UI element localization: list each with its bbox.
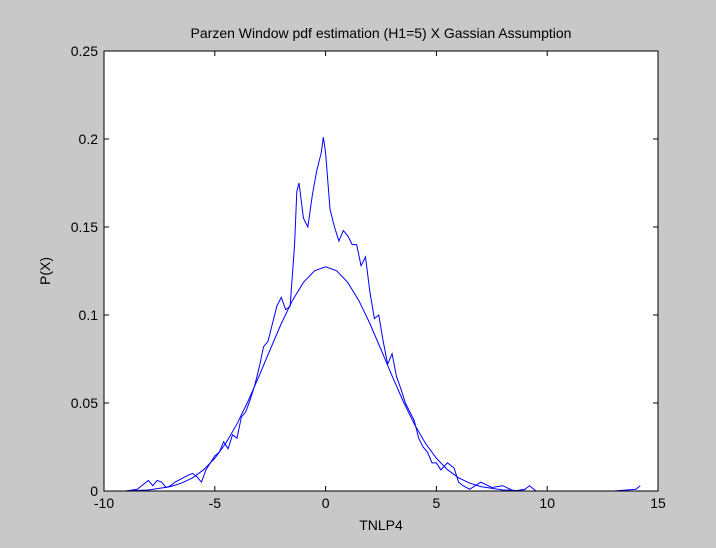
lines-layer	[103, 137, 641, 492]
x-tick-label: 10	[539, 495, 555, 511]
ticks-layer: -10 -5 0 5 10 15 0 0.05 0.1 0.15 0.2 0.25	[71, 43, 666, 511]
x-tick-label: 5	[433, 495, 441, 511]
y-tick-label: 0.2	[79, 131, 99, 147]
y-axis-label: P(X)	[37, 257, 53, 285]
x-tick-label: -5	[209, 495, 222, 511]
y-tick-label: 0.15	[71, 219, 98, 235]
x-tick-label: 15	[650, 495, 666, 511]
y-tick-label: 0.05	[71, 395, 98, 411]
y-tick-label: 0.25	[71, 43, 98, 59]
x-axis-label: TNLP4	[359, 517, 403, 533]
y-tick-label: 0.1	[79, 307, 99, 323]
axes-background	[104, 51, 658, 491]
chart-title: Parzen Window pdf estimation (H1=5) X Ga…	[191, 25, 572, 41]
x-tick-label: -10	[94, 495, 114, 511]
x-tick-label: 0	[322, 495, 330, 511]
y-tick-label: 0	[90, 483, 98, 499]
series-line-1	[126, 137, 641, 492]
series-line-2	[103, 266, 636, 492]
axes-frame	[103, 50, 659, 492]
